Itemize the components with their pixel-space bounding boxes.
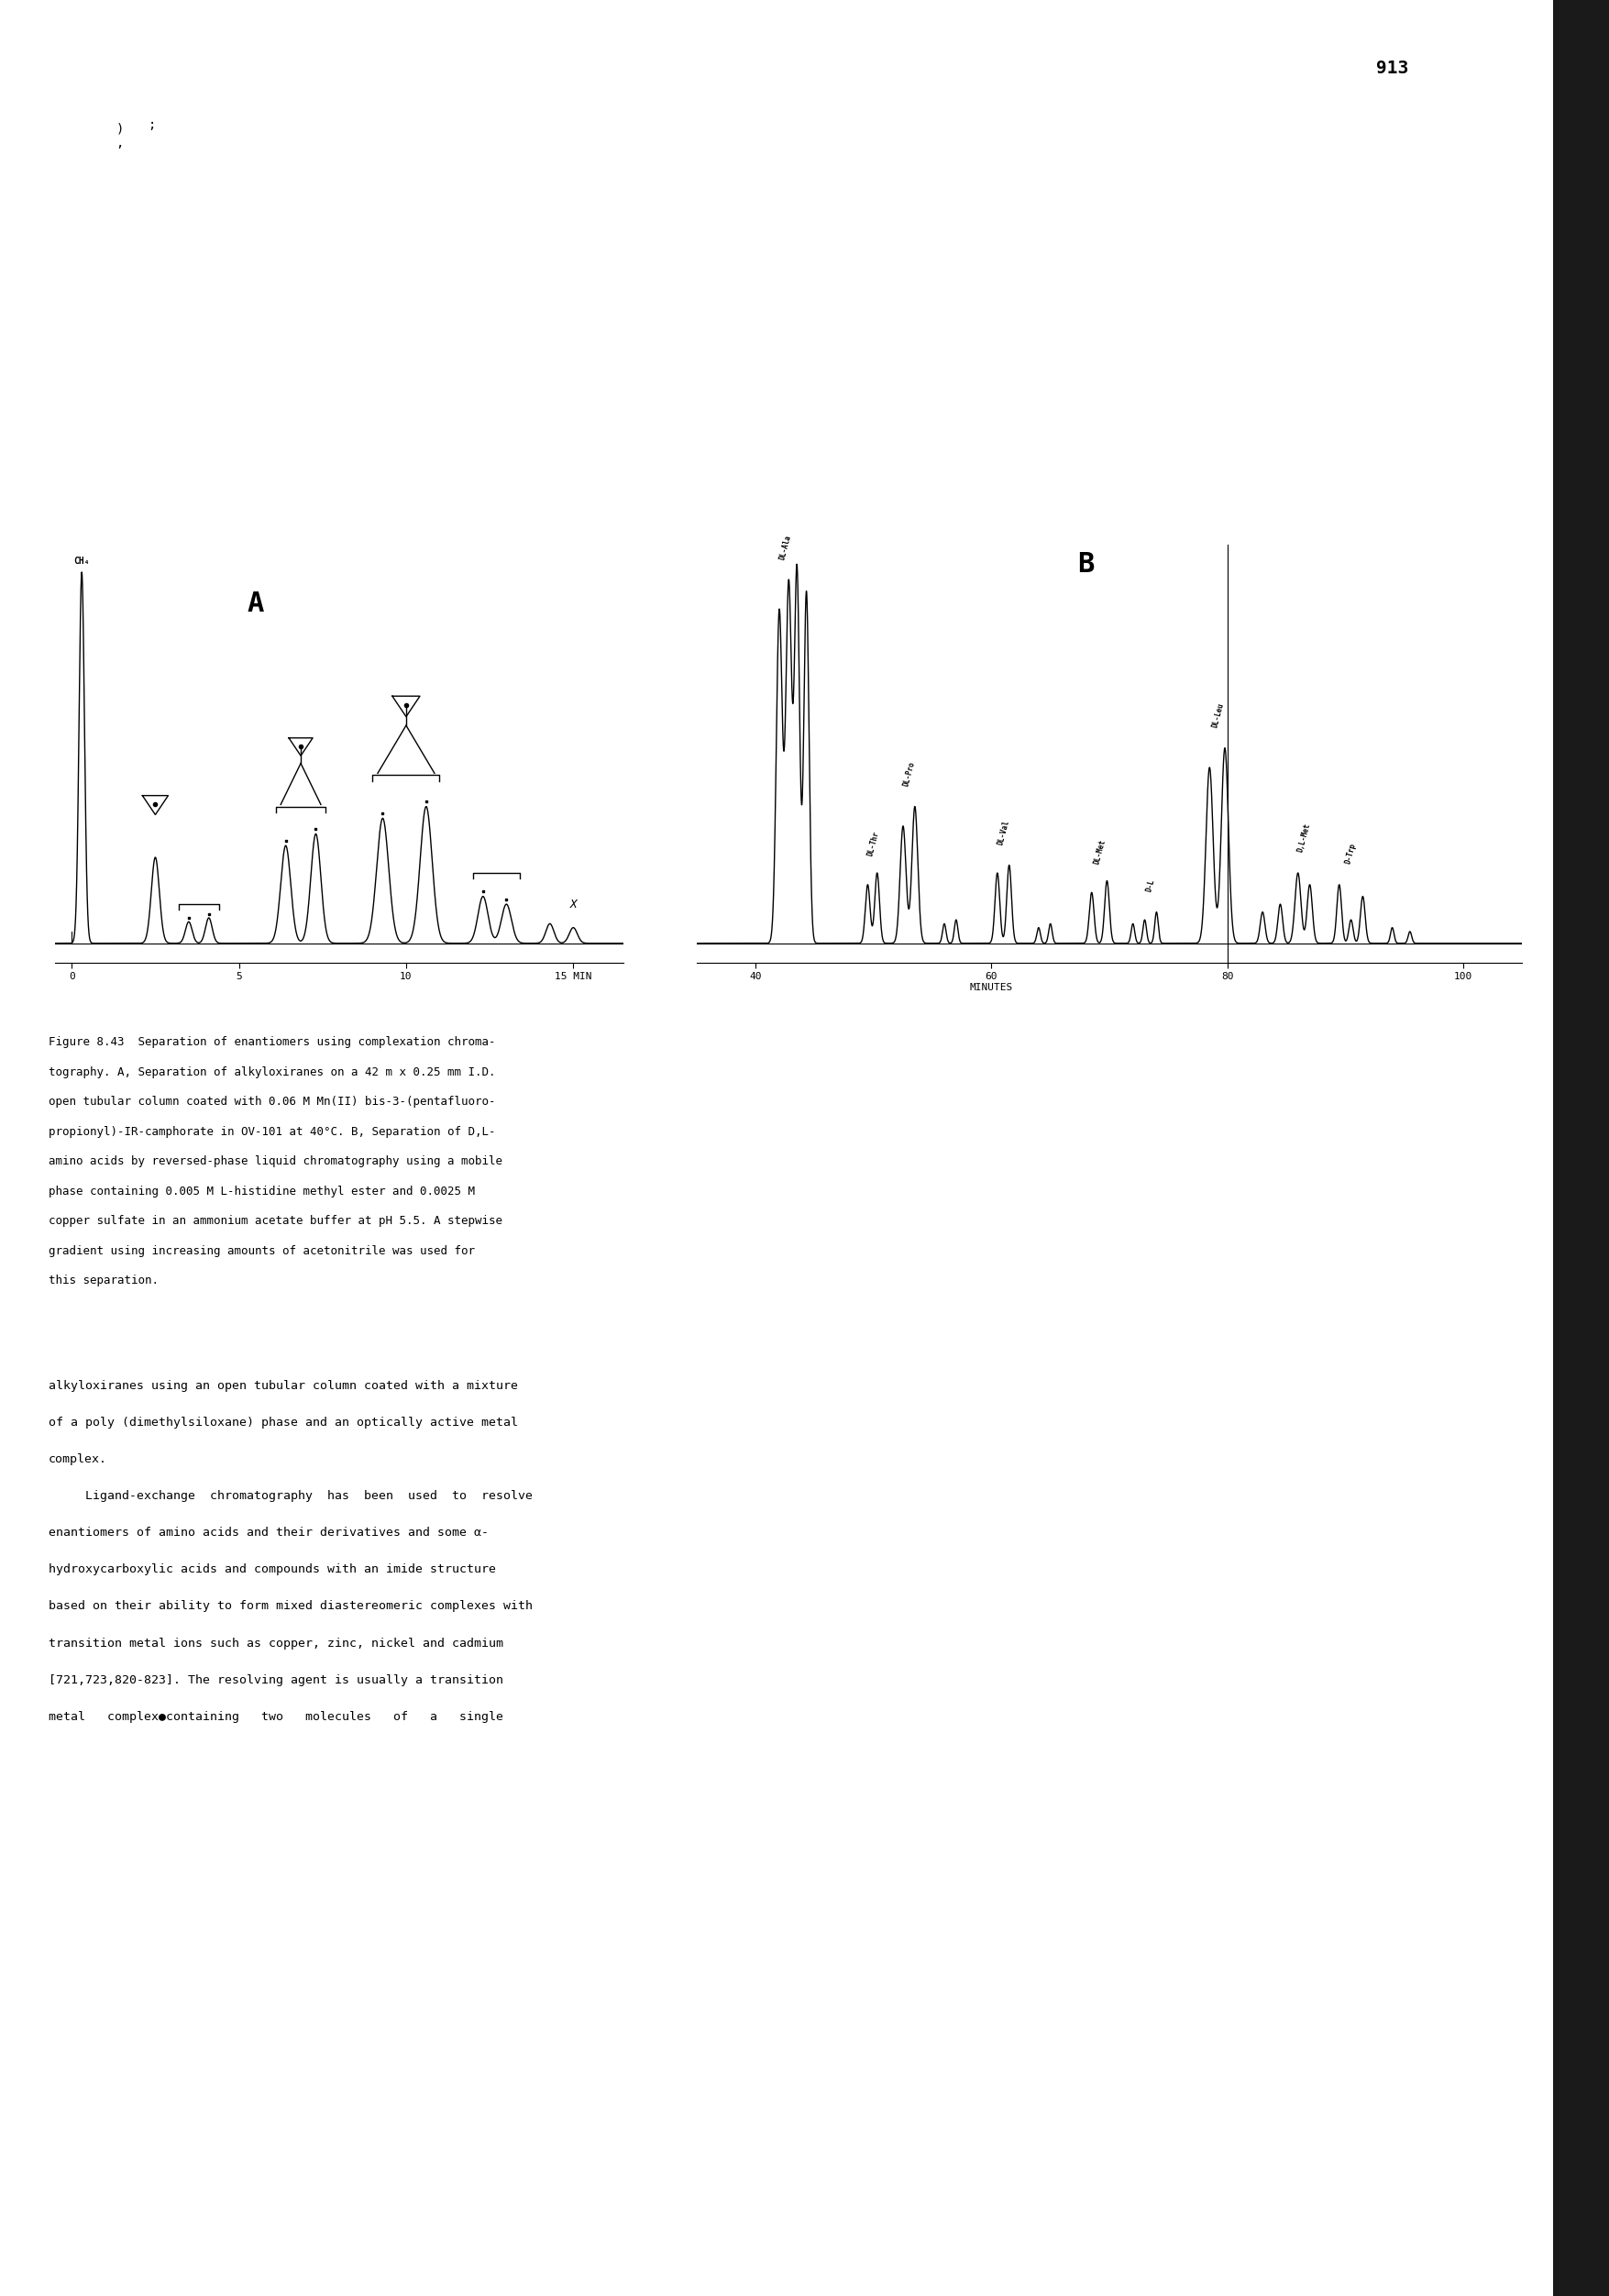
Text: X: X	[570, 900, 576, 912]
Text: copper sulfate in an ammonium acetate buffer at pH 5.5. A stepwise: copper sulfate in an ammonium acetate bu…	[48, 1215, 502, 1226]
Text: this separation.: this separation.	[48, 1274, 158, 1286]
Text: DL-Pro: DL-Pro	[901, 760, 916, 788]
Text: gradient using increasing amounts of acetonitrile was used for: gradient using increasing amounts of ace…	[48, 1244, 475, 1256]
Text: DL-Ala: DL-Ala	[777, 533, 793, 560]
Text: A: A	[248, 590, 264, 618]
Text: enantiomers of amino acids and their derivatives and some α-: enantiomers of amino acids and their der…	[48, 1527, 489, 1538]
Text: based on their ability to form mixed diastereomeric complexes with: based on their ability to form mixed dia…	[48, 1600, 533, 1612]
Text: Ligand-exchange  chromatography  has  been  used  to  resolve: Ligand-exchange chromatography has been …	[48, 1490, 533, 1502]
Text: B: B	[1078, 551, 1094, 579]
Text: DL-Thr: DL-Thr	[866, 831, 880, 856]
Text: phase containing 0.005 M L-histidine methyl ester and 0.0025 M: phase containing 0.005 M L-histidine met…	[48, 1185, 475, 1196]
Text: propionyl)-IR-camphorate in OV-101 at 40°C. B, Separation of D,L-: propionyl)-IR-camphorate in OV-101 at 40…	[48, 1125, 496, 1137]
Text: transition metal ions such as copper, zinc, nickel and cadmium: transition metal ions such as copper, zi…	[48, 1637, 504, 1649]
Text: ,: ,	[116, 138, 124, 149]
Text: D-L: D-L	[1146, 877, 1157, 893]
Text: Figure 8.43  Separation of enantiomers using complexation chroma-: Figure 8.43 Separation of enantiomers us…	[48, 1035, 496, 1047]
Text: DL-Leu: DL-Leu	[1210, 703, 1224, 728]
Text: D,L-Met: D,L-Met	[1295, 822, 1311, 854]
Text: DL-Val: DL-Val	[996, 820, 1010, 845]
Text: tography. A, Separation of alkyloxiranes on a 42 m x 0.25 mm I.D.: tography. A, Separation of alkyloxiranes…	[48, 1065, 496, 1077]
Text: amino acids by reversed-phase liquid chromatography using a mobile: amino acids by reversed-phase liquid chr…	[48, 1155, 502, 1166]
Text: alkyloxiranes using an open tubular column coated with a mixture: alkyloxiranes using an open tubular colu…	[48, 1380, 518, 1391]
Text: open tubular column coated with 0.06 M Mn(II) bis-3-(pentafluoro-: open tubular column coated with 0.06 M M…	[48, 1095, 496, 1107]
Text: of a poly (dimethylsiloxane) phase and an optically active metal: of a poly (dimethylsiloxane) phase and a…	[48, 1417, 518, 1428]
Text: CH₄: CH₄	[74, 558, 90, 567]
Text: DL-Met: DL-Met	[1093, 838, 1107, 866]
Text: hydroxycarboxylic acids and compounds with an imide structure: hydroxycarboxylic acids and compounds wi…	[48, 1564, 496, 1575]
Text: ): )	[116, 124, 124, 135]
Text: metal   complex●containing   two   molecules   of   a   single: metal complex●containing two molecules o…	[48, 1711, 504, 1722]
Text: ;: ;	[148, 119, 156, 131]
Text: 913: 913	[1376, 60, 1408, 78]
Text: D-Trp: D-Trp	[1344, 843, 1358, 866]
Text: complex.: complex.	[48, 1453, 106, 1465]
Text: [721,723,820-823]. The resolving agent is usually a transition: [721,723,820-823]. The resolving agent i…	[48, 1674, 504, 1685]
